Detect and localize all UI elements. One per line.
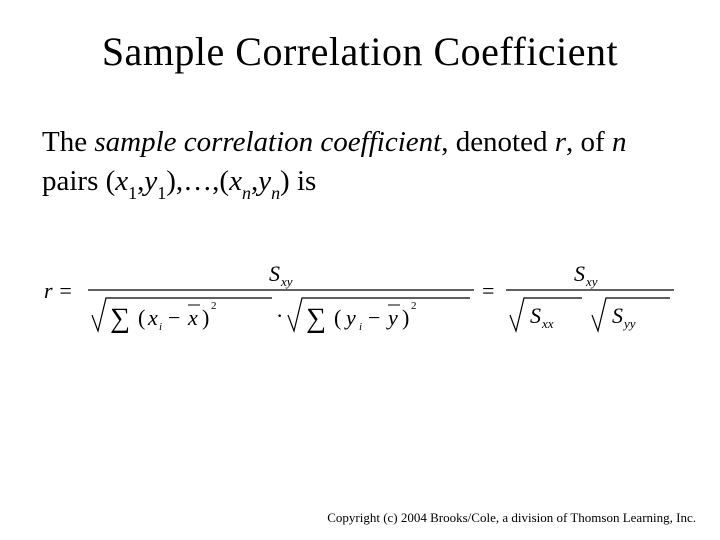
body-post2: , of xyxy=(566,126,612,158)
f-yi-sub: i xyxy=(359,321,362,333)
body-post3: pairs ( xyxy=(42,165,115,197)
f-dot: · xyxy=(276,303,283,328)
f-sxx: S xyxy=(530,303,541,328)
f-syy-sub: yy xyxy=(622,316,636,331)
f-sxy2-sub: xy xyxy=(585,274,598,289)
var-y1a: y xyxy=(144,165,157,197)
f-eq: = xyxy=(482,278,494,303)
body-post5: ) is xyxy=(280,165,316,197)
sub-1a: 1 xyxy=(128,183,137,203)
var-yn: y xyxy=(258,165,271,197)
sub-na: n xyxy=(242,183,251,203)
f-sum-2: ∑ xyxy=(306,303,326,334)
copyright: Copyright (c) 2004 Brooks/Cole, a divisi… xyxy=(327,510,696,526)
body-text: The sample correlation coefficient, deno… xyxy=(42,123,678,203)
f-r: r = xyxy=(44,278,73,303)
body-pre: The xyxy=(42,126,94,158)
f-rp2: ) xyxy=(402,305,409,330)
f-rp1: ) xyxy=(202,305,209,330)
f-sxx-sub: xx xyxy=(541,316,554,331)
f-syy: S xyxy=(612,303,623,328)
f-yi: y xyxy=(344,305,356,330)
f-minus1: − xyxy=(168,305,180,330)
formula: .it { font-family: "Times New Roman", se… xyxy=(42,243,678,348)
slide: Sample Correlation Coefficient The sampl… xyxy=(0,0,720,540)
f-xi: x xyxy=(147,305,158,330)
f-lp1: ( xyxy=(138,305,145,330)
f-sum-1: ∑ xyxy=(110,303,130,334)
formula-svg: .it { font-family: "Times New Roman", se… xyxy=(44,243,684,343)
var-n: n xyxy=(612,126,627,158)
body-post1: , denoted xyxy=(441,126,555,158)
f-xbar: x xyxy=(187,305,198,330)
f-sxy2: S xyxy=(574,261,585,286)
f-xi-sub: i xyxy=(159,321,162,333)
f-sq2: 2 xyxy=(411,300,417,312)
sub-nb: n xyxy=(271,183,280,203)
f-sq1: 2 xyxy=(211,300,217,312)
f-sxy-n-sub: xy xyxy=(280,274,293,289)
f-minus2: − xyxy=(368,305,380,330)
slide-title: Sample Correlation Coefficient xyxy=(42,28,678,75)
var-xn: x xyxy=(229,165,242,197)
var-r: r xyxy=(555,126,566,158)
body-post4: ),…,( xyxy=(166,165,229,197)
var-x1a: x xyxy=(115,165,128,197)
f-ybar: y xyxy=(386,305,398,330)
sub-1b: 1 xyxy=(157,183,166,203)
f-sxy-n: S xyxy=(269,261,280,286)
f-lp2: ( xyxy=(334,305,341,330)
term: sample correlation coefficient xyxy=(94,126,441,158)
